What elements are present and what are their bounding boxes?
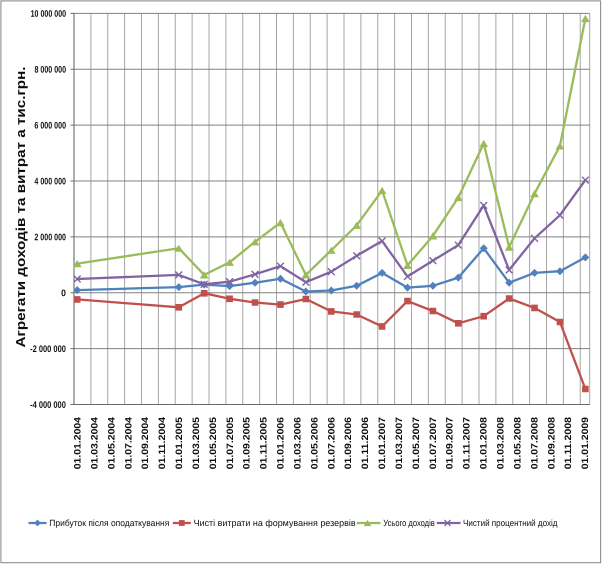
svg-text:6 000 000: 6 000 000	[34, 120, 66, 131]
svg-text:01.07.2007: 01.07.2007	[428, 417, 438, 469]
svg-text:01.11.2007: 01.11.2007	[462, 417, 472, 469]
svg-text:Агрегати доходів та витрат а т: Агрегати доходів та витрат а тис.грн.	[13, 67, 28, 348]
svg-text:01.09.2008: 01.09.2008	[546, 417, 556, 469]
svg-text:01.01.2004: 01.01.2004	[73, 416, 83, 469]
svg-text:Усього доходів: Усього доходів	[383, 518, 435, 528]
svg-text:01.03.2007: 01.03.2007	[394, 417, 404, 469]
svg-text:-2 000 000: -2 000 000	[30, 344, 66, 355]
svg-text:01.09.2006: 01.09.2006	[343, 417, 353, 469]
svg-text:01.03.2005: 01.03.2005	[191, 417, 201, 469]
svg-text:Прибуток після оподаткування: Прибуток після оподаткування	[49, 518, 169, 528]
svg-text:01.01.2009: 01.01.2009	[580, 417, 590, 469]
svg-text:01.05.2005: 01.05.2005	[208, 417, 218, 469]
svg-text:01.07.2005: 01.07.2005	[225, 417, 235, 469]
svg-text:01.09.2004: 01.09.2004	[140, 416, 150, 469]
svg-text:01.05.2006: 01.05.2006	[309, 417, 319, 469]
svg-text:01.01.2008: 01.01.2008	[479, 417, 489, 469]
svg-text:01.07.2006: 01.07.2006	[326, 417, 336, 469]
svg-text:01.03.2004: 01.03.2004	[89, 416, 99, 469]
svg-text:01.11.2006: 01.11.2006	[360, 417, 370, 469]
svg-text:01.03.2006: 01.03.2006	[292, 417, 302, 469]
svg-text:01.11.2008: 01.11.2008	[563, 417, 573, 469]
svg-text:01.01.2006: 01.01.2006	[276, 417, 286, 469]
svg-text:Чисті витрати на формування ре: Чисті витрати на формування резервів	[194, 518, 356, 528]
svg-text:01.09.2005: 01.09.2005	[242, 417, 252, 469]
svg-text:01.11.2005: 01.11.2005	[259, 417, 269, 469]
svg-text:-4 000 000: -4 000 000	[30, 400, 66, 411]
svg-text:01.05.2004: 01.05.2004	[106, 416, 116, 469]
svg-text:01.05.2008: 01.05.2008	[512, 417, 522, 469]
svg-text:01.11.2004: 01.11.2004	[157, 416, 167, 469]
svg-text:10 000 000: 10 000 000	[31, 9, 67, 20]
svg-text:01.07.2004: 01.07.2004	[123, 416, 133, 469]
svg-text:Чистий процентний дохід: Чистий процентний дохід	[463, 518, 558, 528]
svg-text:01.01.2005: 01.01.2005	[174, 417, 184, 469]
svg-text:01.05.2007: 01.05.2007	[411, 417, 421, 469]
svg-text:0: 0	[61, 288, 66, 299]
svg-text:8 000 000: 8 000 000	[34, 65, 66, 76]
svg-text:4 000 000: 4 000 000	[34, 176, 66, 187]
svg-text:2 000 000: 2 000 000	[34, 232, 66, 243]
svg-text:01.01.2007: 01.01.2007	[377, 417, 387, 469]
svg-text:01.09.2007: 01.09.2007	[445, 417, 455, 469]
svg-text:01.07.2008: 01.07.2008	[529, 417, 539, 469]
svg-text:01.03.2008: 01.03.2008	[496, 417, 506, 469]
